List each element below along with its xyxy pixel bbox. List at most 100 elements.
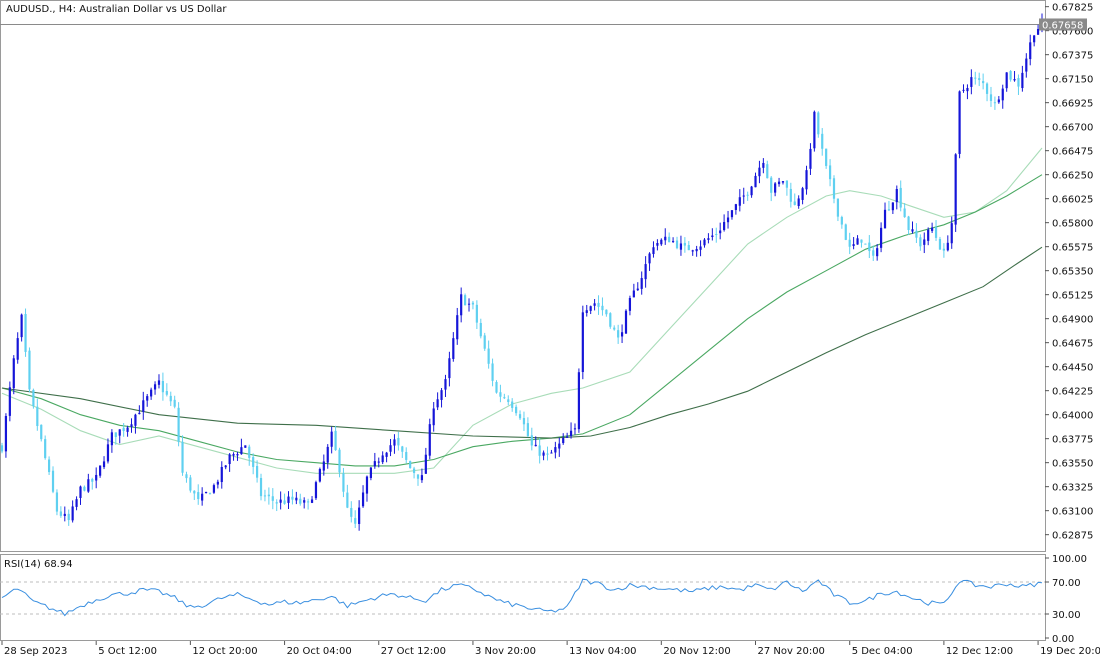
candle-body: [365, 476, 369, 494]
candle-body: [420, 475, 424, 481]
candle: [99, 465, 102, 478]
price-panel-frame: [0, 0, 1046, 552]
candle-body: [1021, 72, 1024, 89]
candle-body: [36, 406, 39, 427]
candle: [864, 243, 867, 245]
candle: [95, 467, 98, 489]
candle-body: [16, 338, 19, 360]
candle-body: [577, 372, 581, 430]
price-tick-label: 0.64225: [1052, 387, 1093, 398]
candle: [895, 185, 898, 210]
candle-body: [220, 466, 223, 483]
time-tick-label: 27 Oct 12:00: [381, 646, 446, 657]
candle: [307, 498, 310, 510]
candle: [934, 220, 938, 241]
candle-body: [463, 295, 467, 306]
candle: [118, 429, 121, 444]
rsi-label: RSI(14) 68.94: [4, 559, 73, 570]
candle: [652, 241, 655, 258]
candle: [577, 368, 581, 433]
candle-body: [777, 181, 781, 185]
candle: [228, 453, 231, 472]
candle: [185, 471, 188, 483]
candle-body: [652, 247, 655, 255]
candle-body: [770, 177, 773, 193]
candle: [589, 305, 592, 315]
candle-body: [479, 322, 482, 337]
candle-body: [358, 507, 361, 524]
candle-body: [558, 443, 561, 449]
candle-body: [338, 449, 341, 473]
candle-body: [566, 436, 569, 438]
candle-body: [860, 239, 863, 243]
candle: [1001, 84, 1004, 109]
candle: [609, 312, 612, 329]
candle: [503, 393, 506, 400]
candle-body: [879, 227, 883, 248]
candle-body: [1036, 28, 1040, 35]
candle-body: [715, 233, 718, 235]
candle-body: [181, 441, 184, 473]
candle-body: [895, 188, 898, 203]
candle: [762, 158, 765, 174]
candle: [966, 84, 969, 100]
rsi-tick-label: 30.00: [1052, 610, 1081, 621]
candle: [573, 423, 577, 435]
candle: [201, 487, 204, 506]
candle: [632, 283, 635, 298]
candle-body: [75, 499, 78, 507]
candle-body: [923, 239, 926, 245]
candle-body: [723, 222, 726, 231]
candle: [346, 484, 349, 509]
candle-body: [966, 87, 969, 92]
candle: [668, 232, 671, 243]
candle: [738, 189, 741, 212]
candle: [467, 298, 471, 312]
candle: [240, 438, 243, 455]
candle-body: [475, 304, 478, 323]
candle: [942, 243, 945, 258]
rsi-line: [1, 578, 1043, 617]
candle-body: [59, 511, 62, 516]
candle-body: [322, 461, 325, 471]
candle-body: [844, 224, 847, 240]
moving-average-line: [1, 246, 1043, 439]
candle: [566, 432, 569, 438]
candle-body: [958, 91, 961, 154]
candle: [860, 239, 863, 248]
candle-body: [526, 423, 529, 437]
candle: [63, 506, 66, 522]
candle: [919, 234, 922, 251]
candle: [208, 492, 212, 495]
candle: [805, 165, 808, 195]
candle: [813, 110, 816, 152]
candle-body: [44, 439, 47, 459]
candle: [91, 477, 94, 490]
price-tick-label: 0.67375: [1052, 51, 1093, 62]
candle: [224, 465, 227, 470]
candle-body: [122, 427, 125, 431]
candle: [550, 449, 553, 454]
candle-body: [856, 238, 859, 245]
candle-body: [809, 148, 812, 169]
candle: [8, 381, 11, 422]
candle-body: [12, 358, 15, 389]
candle: [970, 69, 973, 95]
candle: [495, 380, 498, 394]
candle: [369, 466, 373, 481]
candle: [102, 456, 106, 470]
candle-body: [204, 491, 208, 493]
candle: [946, 235, 949, 252]
candle-body: [444, 379, 447, 390]
time-tick-label: 13 Nov 04:00: [569, 646, 636, 657]
candle: [683, 237, 686, 253]
candle: [416, 474, 420, 486]
candle-body: [279, 499, 282, 503]
candle: [542, 450, 545, 461]
candle-body: [993, 102, 997, 104]
candle-body: [742, 195, 745, 197]
candle: [640, 271, 643, 295]
candle-body: [165, 391, 168, 395]
candle-body: [726, 217, 730, 223]
